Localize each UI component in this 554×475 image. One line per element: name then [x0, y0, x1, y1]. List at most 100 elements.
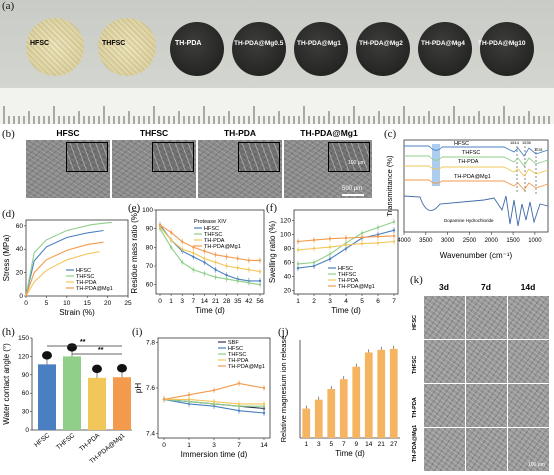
panel-label-i: (i) [132, 326, 143, 338]
plot-frame [155, 209, 265, 295]
y-tick-label: 100 [280, 232, 291, 239]
data-point [225, 274, 228, 277]
scale-bar-large: 500 μm [342, 186, 363, 192]
y-tick-label: 7.8 [146, 340, 155, 347]
sem-image-th-pda-mg1: 100 μm 500 μm [284, 140, 372, 198]
legend-label: Dopamine Hydrochloride [444, 218, 494, 223]
series-line-th-pda [25, 251, 100, 297]
panel-label-k: (k) [410, 274, 423, 286]
data-point [214, 253, 217, 256]
y-tick-label: 30 [22, 409, 30, 416]
legend-label: THFSC [462, 150, 480, 156]
y-tick-label: 40 [16, 246, 24, 253]
significance-mark: ** [80, 339, 86, 346]
y-tick-label: 20 [284, 288, 292, 295]
x-tick-label: 7 [342, 441, 346, 448]
k-sem-image [424, 296, 465, 339]
x-tick-label: 3 [328, 298, 332, 305]
water-droplet-icon [67, 343, 77, 352]
x-tick-label: 9 [354, 441, 358, 448]
data-point [237, 382, 241, 385]
legend-label: HFSC [338, 266, 353, 272]
data-point [169, 246, 173, 249]
y-tick-label: 150 [18, 335, 29, 342]
legend-label: TH-PDA@Mg1 [454, 174, 491, 180]
bar-day-3 [314, 399, 323, 438]
legend-label: TH-PDA@Mg1 [338, 284, 375, 290]
k-row-label: HFSC [412, 315, 418, 330]
disc-label: TH-PDA@Mg0.5 [234, 40, 284, 47]
x-axis-label: Time (d) [195, 306, 225, 315]
data-point [225, 255, 228, 258]
y-tick-label: 0 [25, 427, 29, 434]
disc-hfsc [26, 18, 84, 76]
legend-label: TH-PDA@Mg1 [76, 286, 113, 292]
x-tick-label: 21 [378, 441, 386, 448]
y-axis-label: Stress (MPa) [2, 234, 11, 281]
series-line-th-pda [159, 226, 261, 273]
k-sem-image [424, 384, 465, 427]
data-point [360, 236, 364, 239]
data-point [187, 398, 191, 401]
disc-mg2 [356, 22, 410, 76]
disc-label: TH-PDA@Mg1 [297, 40, 341, 47]
y-axis-label: pH [134, 383, 143, 393]
sem-title: HFSC [56, 128, 80, 138]
x-axis-label: Time (d) [335, 449, 365, 458]
disc-th-pda [170, 22, 224, 76]
bar-day-9 [352, 366, 361, 438]
k-row-label: THFSC [412, 355, 418, 374]
x-tick-label: 1 [169, 298, 173, 305]
legend-label: TH-PDA [338, 278, 359, 284]
data-point [192, 268, 195, 271]
x-tick-label: 2000 [485, 238, 499, 244]
k-col-title: 7d [481, 282, 491, 292]
bar-th-pda-mg1 [113, 377, 131, 430]
data-point [214, 261, 217, 264]
data-point [258, 259, 262, 262]
sem-image-thfsc [112, 140, 196, 198]
series-line-thfsc [159, 228, 261, 286]
y-axis-label: Transmittance (%) [385, 155, 394, 216]
legend-label: HFSC [76, 268, 91, 274]
y-tick-label: 40 [284, 274, 292, 281]
data-point [214, 268, 217, 271]
legend-label: TH-PDA [76, 280, 97, 286]
x-tick-label: 14 [365, 441, 373, 448]
x-tick-label: 4 [344, 298, 348, 305]
data-point [203, 257, 206, 260]
disc-label: HFSC [30, 40, 50, 47]
disc-label: TH-PDA@Mg10 [478, 40, 526, 47]
data-point [236, 266, 239, 270]
x-tick-label: 20 [104, 300, 112, 307]
x-tick-label: 3 [212, 442, 216, 449]
k-row-label: TH-PDA [412, 397, 418, 418]
x-tick-label: 7 [237, 442, 241, 449]
data-point [312, 247, 316, 250]
data-point [258, 283, 262, 286]
data-point [236, 279, 239, 283]
bar-day-27 [389, 348, 398, 438]
legend-label: TH-PDA [458, 159, 479, 165]
legend-label: THFSC [338, 272, 356, 278]
data-point [258, 270, 262, 273]
y-tick-label: 90 [146, 226, 154, 233]
x-tick-label: 1 [187, 442, 191, 449]
data-point [262, 411, 266, 415]
x-tick-label: 35 [234, 298, 242, 305]
k-sem-image [508, 340, 549, 383]
y-tick-label: 60 [16, 223, 24, 230]
x-tick-label: 7 [192, 298, 196, 305]
y-tick-label: 60 [146, 282, 154, 289]
disc-label: TH-PDA@Mg2 [359, 40, 403, 47]
y-tick-label: 70 [146, 263, 154, 270]
panel-label-e: (e) [128, 202, 141, 214]
x-tick-label: 0 [162, 442, 166, 449]
data-point [247, 281, 251, 284]
data-point [392, 234, 396, 238]
y-tick-label: 80 [284, 246, 292, 253]
x-tick-label: 27 [390, 441, 398, 448]
series-line-hfsc [25, 229, 104, 297]
y-tick-label: 20 [16, 270, 24, 277]
legend-label: TH-PDA [228, 358, 249, 364]
